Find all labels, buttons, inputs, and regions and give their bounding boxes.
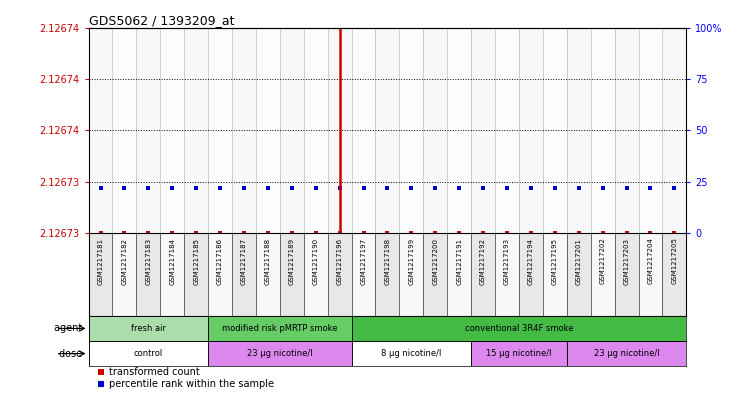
Bar (280, 233, 304, 316)
Text: GSM1217183: GSM1217183 (145, 238, 151, 285)
Text: modified risk pMRTP smoke: modified risk pMRTP smoke (222, 324, 337, 333)
Bar (590, 233, 615, 316)
Bar (615, 233, 638, 316)
Bar (112, 233, 137, 316)
Text: GSM1217194: GSM1217194 (528, 238, 534, 285)
Text: percentile rank within the sample: percentile rank within the sample (109, 380, 275, 389)
Bar (89, 316, 208, 341)
Text: GSM1217205: GSM1217205 (672, 238, 677, 285)
Bar (351, 341, 471, 366)
Bar (256, 28, 280, 233)
Bar (447, 233, 471, 316)
Text: conventional 3R4F smoke: conventional 3R4F smoke (465, 324, 573, 333)
Bar (543, 233, 567, 316)
Bar (328, 233, 351, 316)
Text: GSM1217197: GSM1217197 (361, 238, 367, 285)
Bar (567, 233, 590, 316)
Bar (376, 233, 399, 316)
Bar (471, 341, 567, 366)
Bar (137, 28, 160, 233)
Bar (280, 28, 304, 233)
Bar (351, 28, 376, 233)
Bar (615, 28, 638, 233)
Text: 8 μg nicotine/l: 8 μg nicotine/l (381, 349, 441, 358)
Text: GSM1217187: GSM1217187 (241, 238, 247, 285)
Bar (184, 28, 208, 233)
Text: transformed count: transformed count (109, 367, 200, 377)
Bar (471, 28, 495, 233)
Bar (495, 28, 519, 233)
Text: GSM1217184: GSM1217184 (169, 238, 175, 285)
Bar (471, 233, 495, 316)
Text: GSM1217182: GSM1217182 (122, 238, 128, 285)
Bar (638, 28, 663, 233)
Text: GSM1217204: GSM1217204 (647, 238, 653, 285)
Bar (304, 28, 328, 233)
Bar (351, 316, 686, 341)
Bar (495, 233, 519, 316)
Text: GSM1217200: GSM1217200 (432, 238, 438, 285)
Bar (160, 28, 184, 233)
Text: GSM1217193: GSM1217193 (504, 238, 510, 285)
Bar (208, 233, 232, 316)
Text: dose: dose (59, 349, 86, 358)
Bar (304, 233, 328, 316)
Text: GSM1217190: GSM1217190 (313, 238, 319, 285)
Text: GDS5062 / 1393209_at: GDS5062 / 1393209_at (89, 15, 234, 28)
Text: GSM1217203: GSM1217203 (624, 238, 630, 285)
Text: GSM1217186: GSM1217186 (217, 238, 223, 285)
Text: agent: agent (54, 323, 86, 333)
Bar (424, 28, 447, 233)
Bar (89, 28, 112, 233)
Bar (663, 233, 686, 316)
Text: GSM1217202: GSM1217202 (600, 238, 606, 285)
Text: GSM1217191: GSM1217191 (456, 238, 462, 285)
Bar (447, 28, 471, 233)
Bar (328, 28, 351, 233)
Bar (112, 28, 137, 233)
Text: GSM1217181: GSM1217181 (97, 238, 103, 285)
Bar (137, 233, 160, 316)
Text: 23 μg nicotine/l: 23 μg nicotine/l (594, 349, 659, 358)
Bar (519, 233, 543, 316)
Bar (256, 233, 280, 316)
Text: GSM1217199: GSM1217199 (408, 238, 414, 285)
Text: GSM1217201: GSM1217201 (576, 238, 582, 285)
Bar (567, 341, 686, 366)
Bar (208, 341, 351, 366)
Text: 23 μg nicotine/l: 23 μg nicotine/l (247, 349, 313, 358)
Text: control: control (134, 349, 163, 358)
Bar (89, 233, 112, 316)
Bar (663, 28, 686, 233)
Text: GSM1217185: GSM1217185 (193, 238, 199, 285)
Bar (519, 28, 543, 233)
Bar (208, 28, 232, 233)
Bar (232, 233, 256, 316)
Text: GSM1217196: GSM1217196 (337, 238, 342, 285)
Bar (543, 28, 567, 233)
Bar (89, 341, 208, 366)
Text: GSM1217188: GSM1217188 (265, 238, 271, 285)
Text: GSM1217189: GSM1217189 (289, 238, 294, 285)
Bar (424, 233, 447, 316)
Bar (232, 28, 256, 233)
Bar (376, 28, 399, 233)
Bar (399, 28, 424, 233)
Bar (590, 28, 615, 233)
Text: GSM1217192: GSM1217192 (480, 238, 486, 285)
Text: GSM1217198: GSM1217198 (384, 238, 390, 285)
Bar (184, 233, 208, 316)
Bar (208, 316, 351, 341)
Bar (351, 233, 376, 316)
Text: fresh air: fresh air (131, 324, 166, 333)
Text: 15 μg nicotine/l: 15 μg nicotine/l (486, 349, 552, 358)
Bar (638, 233, 663, 316)
Bar (160, 233, 184, 316)
Bar (567, 28, 590, 233)
Bar (399, 233, 424, 316)
Text: GSM1217195: GSM1217195 (552, 238, 558, 285)
